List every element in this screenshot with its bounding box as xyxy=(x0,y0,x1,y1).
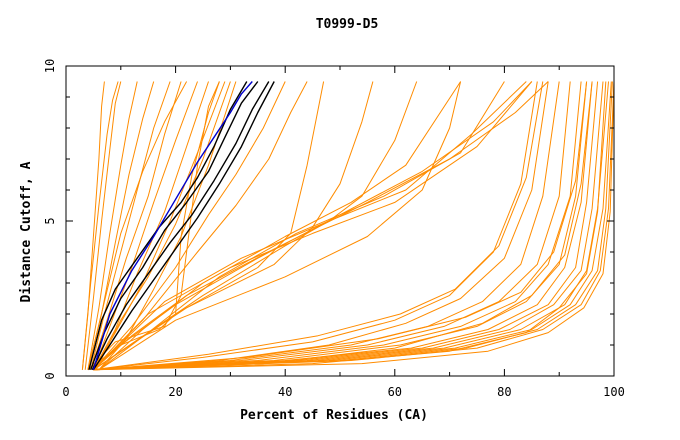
series-line-model-late-14 xyxy=(93,81,593,371)
series-line-model-steep-5 xyxy=(90,81,171,370)
x-tick-label-40: 40 xyxy=(278,385,292,399)
series-line-model-late-1 xyxy=(93,81,538,371)
x-axis-label: Percent of Residues (CA) xyxy=(240,408,428,423)
series-line-model-steep-2 xyxy=(84,81,122,370)
series-line-model-mid-2 xyxy=(93,81,308,371)
series-line-reference-3 xyxy=(91,81,270,371)
y-tick-label-5: 5 xyxy=(43,217,57,224)
series-line-model-cross-5 xyxy=(93,81,533,371)
series-line-model-steep-11 xyxy=(81,81,119,370)
x-tick-label-20: 20 xyxy=(168,385,182,399)
series-line-model-steep-12 xyxy=(87,81,188,370)
series-line-model-mid-4 xyxy=(93,81,374,371)
series-line-reference-2 xyxy=(88,81,248,370)
series-line-model-late-5 xyxy=(93,81,582,371)
series-line-model-mid-1 xyxy=(93,81,286,371)
y-tick-label-0: 0 xyxy=(43,372,57,379)
series-line-model-steep-6 xyxy=(90,81,182,370)
series-line-model-late-10 xyxy=(93,81,609,371)
series-line-model-late-15 xyxy=(93,81,588,371)
series-line-model-late-8 xyxy=(93,81,599,371)
chart-title: T0999-D5 xyxy=(316,17,379,32)
x-tick-label-100: 100 xyxy=(603,385,625,399)
series-line-model-late-11 xyxy=(93,81,612,371)
series-line-reference-4 xyxy=(92,81,275,371)
series-line-reference-1 xyxy=(90,81,259,371)
series-line-model-mid-6 xyxy=(98,81,462,371)
series-line-model-late-3 xyxy=(93,81,560,371)
x-tick-label-80: 80 xyxy=(497,385,511,399)
series-line-model-cross-2 xyxy=(93,81,549,371)
series-line-model-steep-7 xyxy=(92,81,198,370)
x-tick-label-60: 60 xyxy=(388,385,402,399)
series-line-model-cross-4 xyxy=(98,81,505,371)
series-line-model-late-17 xyxy=(93,81,615,371)
series-line-model-late-4 xyxy=(93,81,571,371)
y-axis-label: Distance Cutoff, A xyxy=(19,161,34,302)
series-line-model-late-6 xyxy=(93,81,588,371)
series-line-highlight xyxy=(92,81,253,370)
series-line-model-steep-3 xyxy=(87,81,138,370)
series-line-model-cross-6 xyxy=(93,81,527,371)
y-tick-label-10: 10 xyxy=(43,59,57,73)
series-line-model-steep-8 xyxy=(92,81,209,371)
series-line-model-mid-5 xyxy=(93,81,418,371)
axis-ticks: 0 20 40 60 80 100 0 5 10 xyxy=(43,59,625,399)
series-line-model-late-18 xyxy=(93,81,544,371)
series-line-model-late-16 xyxy=(93,81,607,371)
series-line-model-late-12 xyxy=(93,81,613,371)
series-line-model-cross-3 xyxy=(98,81,462,371)
series-line-model-late-9 xyxy=(93,81,604,371)
x-tick-label-0: 0 xyxy=(62,385,69,399)
series-layer xyxy=(81,81,615,371)
